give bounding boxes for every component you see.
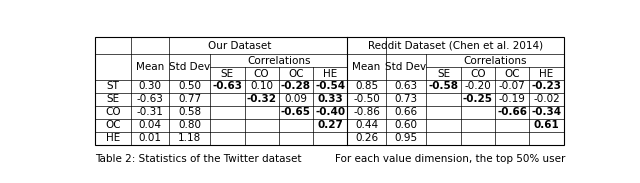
Text: Correlations: Correlations (463, 56, 527, 66)
Text: -0.86: -0.86 (353, 107, 380, 117)
Text: SE: SE (106, 94, 120, 104)
Bar (95, 38, 564, 145)
Text: Table 2: Statistics of the Twitter dataset: Table 2: Statistics of the Twitter datas… (95, 154, 301, 164)
Text: SE: SE (221, 68, 234, 79)
Text: -0.23: -0.23 (531, 81, 561, 92)
Text: -0.19: -0.19 (499, 94, 525, 104)
Text: For each value dimension, the top 50% user: For each value dimension, the top 50% us… (335, 154, 566, 164)
Text: 0.85: 0.85 (355, 81, 378, 92)
Text: 0.77: 0.77 (179, 94, 202, 104)
Text: -0.66: -0.66 (497, 107, 527, 117)
Text: -0.54: -0.54 (315, 81, 346, 92)
Text: Std Dev: Std Dev (385, 62, 427, 72)
Text: 1.18: 1.18 (178, 133, 202, 143)
Text: 0.09: 0.09 (284, 94, 307, 104)
Text: 0.27: 0.27 (317, 120, 343, 130)
Text: -0.32: -0.32 (246, 94, 276, 104)
Text: HE: HE (540, 68, 554, 79)
Text: -0.65: -0.65 (281, 107, 311, 117)
Text: Our Dataset: Our Dataset (207, 41, 271, 51)
Text: OC: OC (504, 68, 520, 79)
Text: -0.63: -0.63 (212, 81, 243, 92)
Text: 0.01: 0.01 (139, 133, 162, 143)
Text: CO: CO (470, 68, 486, 79)
Text: OC: OC (288, 68, 304, 79)
Text: HE: HE (106, 133, 120, 143)
Text: Std Dev: Std Dev (169, 62, 211, 72)
Text: 0.73: 0.73 (394, 94, 418, 104)
Text: CO: CO (254, 68, 269, 79)
Text: -0.28: -0.28 (281, 81, 311, 92)
Text: -0.58: -0.58 (429, 81, 459, 92)
Text: 0.04: 0.04 (139, 120, 162, 130)
Text: 0.26: 0.26 (355, 133, 378, 143)
Text: -0.31: -0.31 (137, 107, 164, 117)
Text: SE: SE (437, 68, 450, 79)
Text: 0.33: 0.33 (317, 94, 343, 104)
Text: Mean: Mean (353, 62, 381, 72)
Text: 0.30: 0.30 (139, 81, 162, 92)
Text: -0.34: -0.34 (531, 107, 561, 117)
Text: -0.63: -0.63 (137, 94, 164, 104)
Text: OC: OC (105, 120, 121, 130)
Text: -0.50: -0.50 (353, 94, 380, 104)
Text: 0.80: 0.80 (179, 120, 202, 130)
Text: 0.95: 0.95 (394, 133, 418, 143)
Text: Reddit Dataset (Chen et al. 2014): Reddit Dataset (Chen et al. 2014) (368, 41, 543, 51)
Text: 0.66: 0.66 (394, 107, 418, 117)
Text: 0.63: 0.63 (394, 81, 418, 92)
Text: -0.07: -0.07 (499, 81, 525, 92)
Text: Correlations: Correlations (247, 56, 310, 66)
Text: HE: HE (323, 68, 337, 79)
Text: 0.50: 0.50 (179, 81, 202, 92)
Text: 0.58: 0.58 (179, 107, 202, 117)
Text: -0.02: -0.02 (533, 94, 560, 104)
Text: Mean: Mean (136, 62, 164, 72)
Text: 0.61: 0.61 (534, 120, 559, 130)
Text: CO: CO (105, 107, 121, 117)
Text: -0.40: -0.40 (315, 107, 346, 117)
Text: 0.60: 0.60 (394, 120, 417, 130)
Text: -0.25: -0.25 (463, 94, 493, 104)
Text: 0.10: 0.10 (250, 81, 273, 92)
Text: 0.44: 0.44 (355, 120, 378, 130)
Text: -0.20: -0.20 (465, 81, 492, 92)
Text: ST: ST (107, 81, 120, 92)
